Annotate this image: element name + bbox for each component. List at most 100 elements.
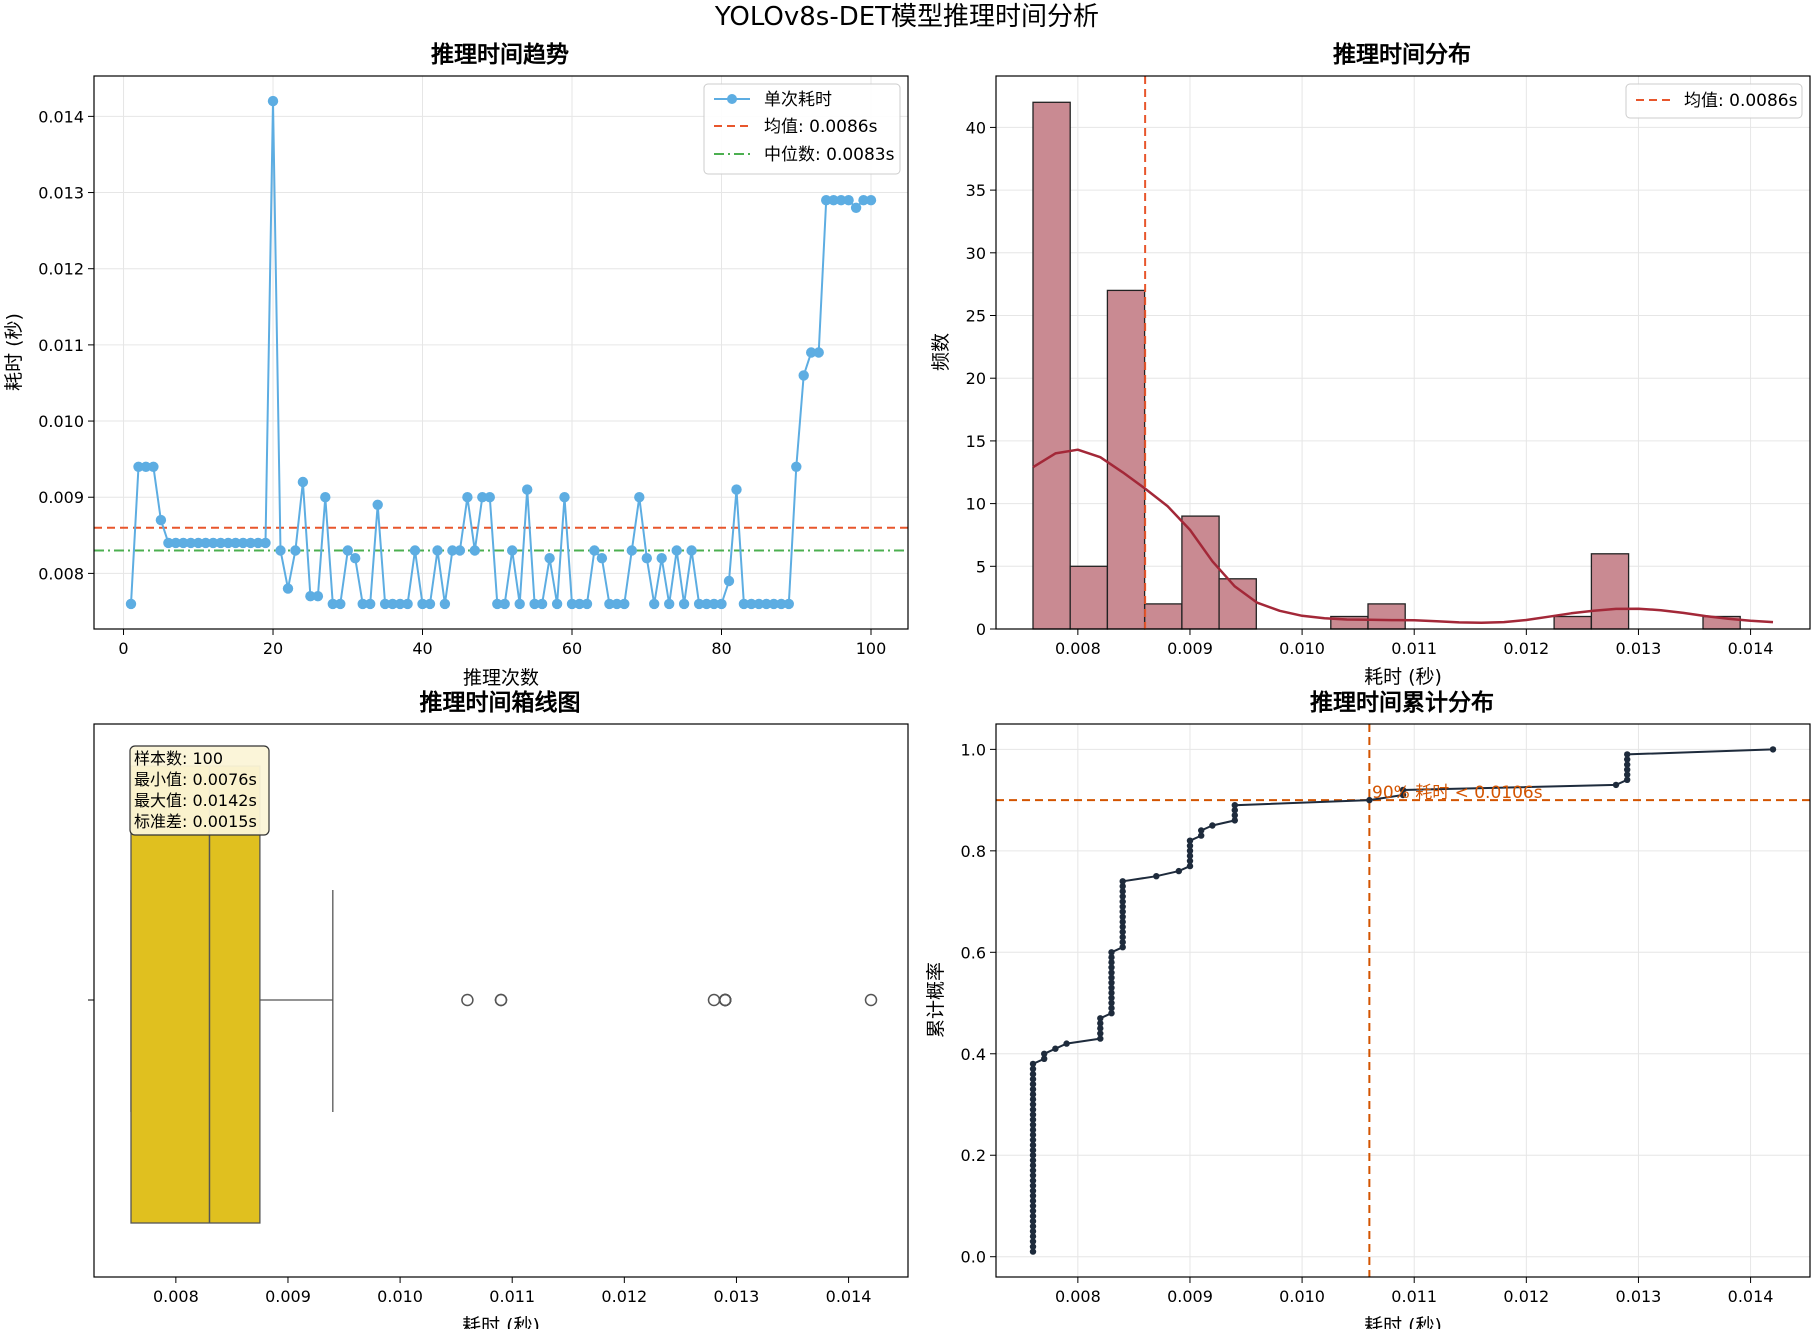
trend-point [350,553,361,564]
hist-xtick-label: 0.010 [1279,639,1325,658]
trend-point [783,598,794,610]
trend-point [776,598,787,610]
hist-bar [1106,289,1146,630]
cdf-point [1029,1060,1037,1068]
box-outlier [707,993,721,1007]
cdf-point [1029,1091,1037,1098]
trend-point [462,492,473,503]
trend-point [581,598,593,610]
trend-point [850,202,862,213]
cdf-point [1119,878,1126,885]
cdf-xtick-label: 0.010 [1279,1287,1325,1306]
trend-legend-box [703,83,901,175]
hist-title: 推理时间分布 [1333,41,1471,68]
box-ticks: 0.008 0.009 0.010 0.011 0.012 0.013 0.014 [153,1277,871,1306]
trend-point [761,598,772,610]
cdf-point [1175,867,1183,875]
cdf-point [1399,791,1407,799]
trend-point [865,195,877,206]
hist-bars [1032,101,1741,630]
cdf-point [1029,1233,1037,1240]
cdf-point [1029,1212,1037,1220]
cdf-point [1063,1040,1070,1047]
trend-point [327,598,338,610]
trend-point [664,598,675,610]
trend-point [409,545,421,556]
box-iqr [130,765,261,1224]
trend-legend-label-mean: 均值: 0.0086s [764,117,878,137]
cdf-point [1029,1162,1037,1169]
cdf-ytick-label: 0.8 [961,842,986,861]
cdf-point [1108,964,1115,971]
trend-xlabel: 推理次数 [463,667,539,689]
cdf-point [1029,1152,1037,1159]
trend-point [133,461,144,472]
box-xlabel: 耗时 (秒) [462,1315,540,1329]
cdf-point [1029,1218,1037,1225]
trend-point [282,583,294,594]
trend-point [237,537,249,549]
trend-axes-frame [93,75,909,630]
cdf-point [1119,898,1126,905]
trend-point [260,537,271,549]
trend-point [529,598,540,610]
cdf-point [1119,908,1126,915]
trend-point [245,537,256,549]
hist-xtick-label: 0.012 [1503,639,1549,658]
hist-kde-line [1032,448,1774,624]
trend-ytick-label: 0.011 [38,336,84,355]
trend-point [536,598,548,610]
box-outlier [494,993,508,1007]
trend-point [432,545,443,556]
cdf-xtick-label: 0.014 [1728,1287,1774,1306]
box-title: 推理时间箱线图 [420,689,581,716]
hist-ticks: 0.008 0.009 0.010 0.011 0.012 0.013 0.014 0 5 10 1… [966,118,1774,658]
cdf-point [1186,847,1194,854]
cdf-ticks: 0.008 0.009 0.010 0.011 0.012 0.013 0.014 0.0 0.… [961,740,1774,1306]
trend-point [791,461,802,472]
cdf-point [1108,969,1115,976]
cdf-point [1119,923,1126,931]
box-outlier [718,993,732,1007]
hist-xtick-label: 0.011 [1391,639,1437,658]
cdf-point [1769,746,1777,753]
trend-point [589,545,600,556]
cdf-point [1029,1157,1037,1164]
trend-point [365,598,376,610]
cdf-p90-annotation: 90% 耗时 < 0.0106s [1372,783,1543,803]
trend-point [559,492,570,503]
hist-bar [1367,603,1406,630]
hist-xtick-label: 0.014 [1728,639,1774,658]
cdf-point [1029,1065,1037,1073]
cdf-point [1624,766,1631,773]
box-stat-std: 标准差: 0.0015s [134,812,257,831]
cdf-point [1624,776,1631,783]
cdf-point [1029,1121,1037,1129]
trend-point [693,598,705,610]
cdf-point [1029,1081,1037,1088]
cdf-point [1108,949,1115,956]
cdf-point [1231,812,1239,819]
trend-point [155,514,167,526]
trend-point [439,598,451,610]
cdf-point [1097,1025,1104,1032]
trend-point [252,537,264,549]
trend-ytick-label: 0.014 [38,107,84,126]
cdf-ytick-label: 1.0 [961,740,986,759]
trend-point [551,598,563,610]
hist-bar [1181,515,1220,630]
cdf-point [1612,781,1620,789]
trend-point [843,195,854,206]
cdf-xtick-label: 0.008 [1055,1287,1101,1306]
cdf-point [1198,827,1205,834]
cdf-point [1052,1045,1059,1052]
trend-title: 推理时间趋势 [431,42,569,68]
trend-ytick-label: 0.009 [38,488,84,507]
cdf-point [1624,756,1631,763]
trend-point [522,484,533,495]
cdf-point [1029,1248,1037,1255]
cdf-xtick-label: 0.009 [1167,1287,1213,1306]
trend-point [185,537,196,549]
hist-bar [1144,603,1183,630]
